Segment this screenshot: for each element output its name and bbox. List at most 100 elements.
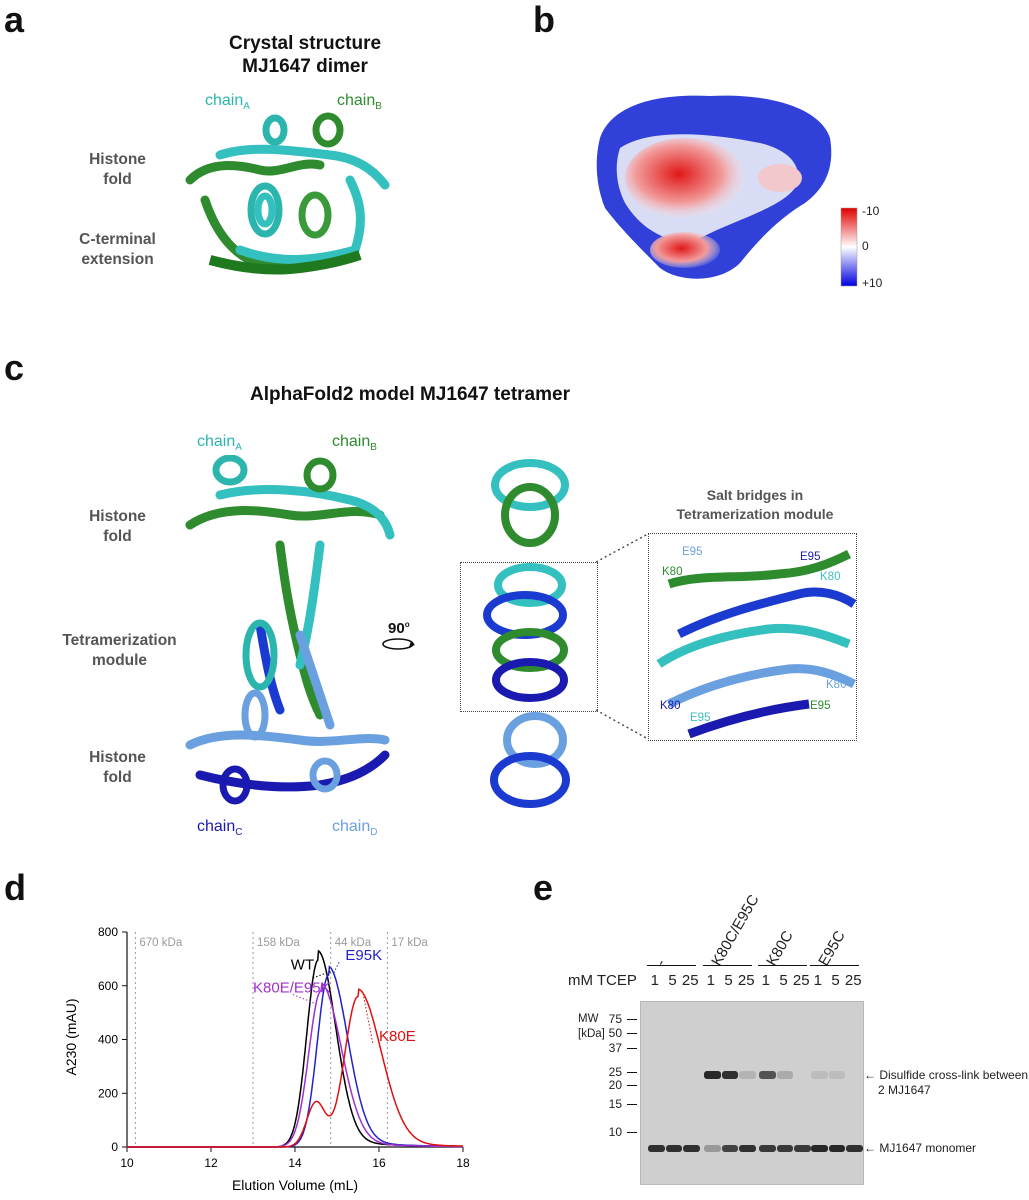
gel-mw-label: 50 [608, 1026, 622, 1040]
panel-a-chain-b-label: chainB [337, 92, 382, 113]
gel-band-crosslink [704, 1071, 721, 1079]
x-tick-label: 10 [120, 1156, 134, 1170]
gel-band-monomer [811, 1145, 828, 1152]
gel-mw-tick [627, 1019, 637, 1020]
mw-marker-label: 670 kDa [139, 937, 182, 949]
monomer-arrow-icon: ← [864, 1141, 876, 1155]
gel-lane-label: 5 [831, 972, 840, 989]
sec-chart: 10 12 14 16 18 0 200 400 600 800 670 kDa 158 kDa 44… [63, 925, 470, 1193]
panel-c-chain-b-label: chainB [332, 433, 377, 454]
gel-band-crosslink [776, 1071, 794, 1079]
panel-c-histone-bottom-label: Histone fold [89, 749, 146, 786]
mw-marker-label: 17 kDa [391, 937, 428, 949]
gel-mw-label: 20 [608, 1078, 622, 1092]
y-tick-label: 0 [111, 1140, 118, 1154]
gel-group-label: K80C [763, 927, 797, 969]
gel-mw-tick [627, 1104, 637, 1105]
gel-band-crosslink [811, 1071, 828, 1079]
residue-label-k80-3: K80 [826, 679, 847, 691]
sec-chart-axes: 10 12 14 16 18 0 200 400 600 800 [98, 925, 470, 1170]
panel-a-title-line1: Crystal structure [228, 33, 382, 54]
panel-letter-b: b [533, 0, 555, 40]
gel-mw-label: 75 [608, 1012, 622, 1026]
panel-letter-c: c [4, 347, 25, 388]
gel-mw-tick [627, 1132, 637, 1133]
gel-lane-label: 5 [668, 972, 677, 989]
series-label: K80E/E95K [253, 979, 331, 996]
sec-chart-series-labels: WT E95K K80E/E95K K80E [253, 947, 416, 1045]
tcep-label: mM TCEP [568, 972, 637, 989]
gel-band-monomer [776, 1145, 794, 1152]
series-leader [333, 961, 340, 974]
rotation-arrow-icon [382, 638, 415, 650]
gel-group-underline [758, 965, 808, 966]
gel-band-monomer [683, 1145, 701, 1152]
gel-mw-tick [627, 1048, 637, 1049]
panel-letter-a: a [4, 0, 25, 40]
y-tick-label: 600 [98, 979, 118, 993]
crosslink-annotation: ← Disulfide cross-link between 2 MJ1647 [864, 1068, 1029, 1097]
gel-mw-tick [627, 1085, 637, 1086]
panel-a-title-line2: MJ1647 dimer [242, 56, 368, 77]
series-leader [362, 993, 374, 1043]
x-tick-label: 18 [456, 1156, 470, 1170]
series-label: WT [291, 957, 314, 974]
mw-marker-label: 158 kDa [257, 937, 300, 949]
gel-lane-label: 5 [724, 972, 733, 989]
series-label: K80E [379, 1028, 416, 1045]
gel-image [640, 1001, 864, 1185]
panel-a-title: Crystal structure MJ1647 dimer [190, 32, 420, 78]
colorbar-mid-label: 0 [862, 239, 869, 253]
side-view-highlight-box [460, 562, 598, 712]
salt-bridge-inset [648, 533, 857, 741]
gel-group-label: - [652, 956, 670, 969]
gel-lane-label: 5 [779, 972, 788, 989]
residue-label-e95-4: E95 [810, 700, 831, 712]
gel-lane-label: 1 [650, 972, 660, 989]
tetramer-side-structure-image [483, 459, 570, 808]
gel-band-monomer [759, 1145, 776, 1152]
gel-band-monomer [739, 1145, 757, 1152]
gel-lane-label: 1 [761, 972, 771, 989]
gel-band-crosslink [721, 1071, 739, 1079]
sec-chart-series [127, 949, 464, 1148]
crosslink-arrow-icon: ← [864, 1068, 876, 1082]
dimer-structure-image [185, 112, 390, 275]
residue-label-e95-1: E95 [682, 546, 703, 558]
gel-band-crosslink [759, 1071, 776, 1079]
series-label: E95K [345, 947, 382, 964]
residue-label-k80-4: K80 [660, 700, 681, 712]
electrostatic-colorbar [840, 207, 858, 287]
gel-band-crosslink [739, 1071, 757, 1079]
gel-band-monomer [665, 1145, 683, 1152]
panel-a-cterm-label: C-terminal extension [79, 231, 156, 268]
gel-band-monomer [828, 1145, 846, 1152]
y-tick-label: 200 [98, 1086, 118, 1100]
gel-lane-label: 25 [681, 972, 699, 989]
y-tick-label: 400 [98, 1033, 118, 1047]
gel-band-monomer [794, 1145, 812, 1152]
panel-letter-d: d [4, 867, 26, 908]
sec-chart-ylabel: A230 (mAU) [63, 998, 79, 1075]
electrostatic-surface-image [596, 95, 832, 279]
residue-label-k80-2: K80 [820, 571, 841, 583]
series-line-k80e [127, 988, 464, 1148]
gel-lane-label: 25 [737, 972, 755, 989]
gel-band-monomer [648, 1145, 665, 1152]
gel-mw-tick [627, 1033, 637, 1034]
gel-band-crosslink [828, 1071, 846, 1079]
residue-label-k80-1: K80 [662, 566, 683, 578]
panel-c-tetramerization-label: Tetramerization module [62, 632, 177, 669]
y-tick-label: 800 [98, 925, 118, 939]
salt-bridge-structure-image [656, 549, 856, 739]
panel-a-chain-a-label: chainA [205, 92, 250, 113]
gel-mw-label: 25 [608, 1065, 622, 1079]
gel-mw-label: 15 [608, 1097, 622, 1111]
sec-chart-xlabel: Elution Volume (mL) [232, 1177, 358, 1193]
gel-mw-label: 37 [608, 1041, 622, 1055]
gel-group-underline [810, 965, 860, 966]
colorbar-top-label: -10 [862, 204, 880, 218]
gel-band-monomer [721, 1145, 739, 1152]
gel-group-label: K80C/E95C [708, 891, 763, 969]
gel-band-monomer [846, 1145, 864, 1152]
